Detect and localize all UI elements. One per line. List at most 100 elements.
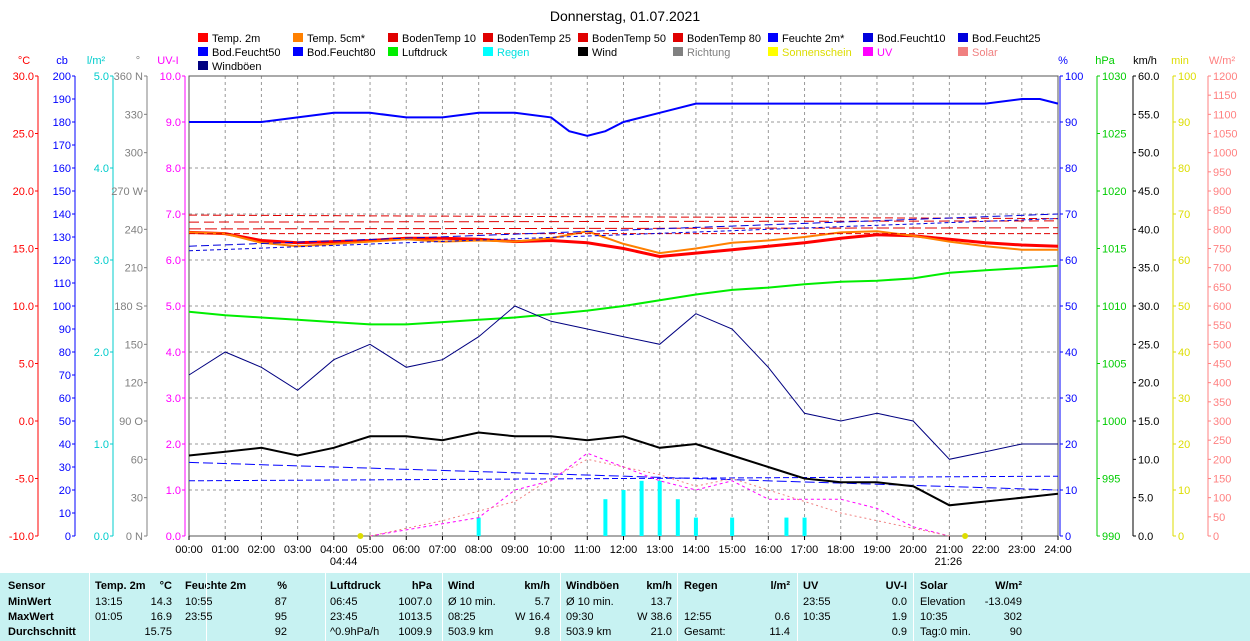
x-tick-label: 19:00: [863, 544, 891, 556]
axis-unit: cb: [56, 55, 68, 67]
axis-tick-label: 750: [1213, 244, 1231, 256]
axis-tick-label: 330: [125, 109, 143, 121]
axis-tick-label: 990: [1102, 531, 1120, 543]
summary-cell: Solar: [920, 580, 948, 592]
series-line: [188, 230, 1058, 255]
x-tick-label: 24:00: [1044, 544, 1072, 556]
summary-cell: 23:55: [185, 611, 213, 623]
summary-cell: MinWert: [8, 596, 52, 608]
legend-label: Windböen: [212, 61, 262, 73]
summary-cell: 0.9: [891, 626, 907, 638]
axis-tick-label: 550: [1213, 320, 1231, 332]
legend-swatch: [673, 47, 683, 56]
legend-label: UV: [877, 47, 893, 59]
legend-label: Bod.Feucht10: [877, 33, 946, 45]
summary-cell: 06:45: [330, 596, 358, 608]
series-line: [188, 461, 1059, 491]
legend-swatch: [483, 33, 493, 42]
rain-bar: [730, 517, 735, 536]
axis-tick-label: 5.0: [19, 359, 34, 371]
summary-cell: 87: [274, 596, 287, 608]
legend-swatch: [293, 33, 303, 42]
series-line: [188, 475, 1059, 482]
axis-tick-label: 140: [53, 209, 71, 221]
axis-tick-label: 180 S: [114, 301, 143, 313]
axis-tick-label: 10.0: [160, 71, 181, 83]
axis-tick-label: 10.0: [1138, 454, 1159, 466]
legend-swatch: [198, 33, 208, 42]
summary-cell: 9.8: [534, 626, 550, 638]
series-line: [369, 452, 950, 537]
summary-table: Sensor Temp. 2m °C Feuchte 2m% Luftdruck hPa W…: [0, 573, 1250, 641]
x-tick-label: 20:00: [899, 544, 927, 556]
axis-tick-label: 1010: [1102, 301, 1126, 313]
axis-tick-label: 70: [1178, 209, 1190, 221]
rain-bar: [621, 490, 626, 536]
axis-tick-label: 6.0: [166, 255, 181, 267]
series-line: [188, 431, 1059, 507]
summary-cell: 1.9: [891, 611, 907, 623]
summary-cell: 01:05: [95, 611, 123, 623]
axis-tick-label: 4.0: [166, 347, 181, 359]
legend-swatch: [388, 33, 398, 42]
legend-swatch: [293, 47, 303, 56]
legend-label: BodenTemp 80: [687, 33, 761, 45]
axis-tick-label: 0.0: [19, 416, 34, 428]
axis-tick-label: 3.0: [166, 393, 181, 405]
summary-divider: [442, 573, 443, 641]
legend-label: BodenTemp 25: [497, 33, 571, 45]
axis-tick-label: 120: [53, 255, 71, 267]
axis-tick-label: 1200: [1213, 71, 1237, 83]
x-tick-label: 06:00: [392, 544, 420, 556]
summary-cell: l/m²: [770, 580, 790, 592]
axis-tick-label: 80: [1178, 163, 1190, 175]
axis-tick-label: 100: [1213, 493, 1231, 505]
series-line: [188, 214, 1059, 220]
summary-cell: 23:55: [803, 596, 831, 608]
summary-cell: Wind: [448, 580, 475, 592]
axis-tick-label: 20: [59, 485, 71, 497]
axis-tick-label: 70: [1065, 209, 1077, 221]
summary-cell: W/m²: [995, 580, 1022, 592]
axis-tick-label: 900: [1213, 186, 1231, 198]
series-line: [189, 98, 1059, 137]
summary-cell: 12:55: [684, 611, 712, 623]
summary-cell: km/h: [524, 580, 550, 592]
axis-tick-label: 40: [59, 439, 71, 451]
summary-cell: 23:45: [330, 611, 358, 623]
axis-tick-label: 0.0: [1138, 531, 1153, 543]
x-tick-label: 23:00: [1008, 544, 1036, 556]
axis-tick-label: 200: [1213, 454, 1231, 466]
axis-tick-label: 80: [1065, 163, 1077, 175]
summary-cell: %: [277, 580, 287, 592]
summary-cell: 302: [1003, 611, 1022, 623]
axis-unit: hPa: [1095, 55, 1115, 67]
series-line: [369, 458, 950, 537]
x-tick-label: 14:00: [682, 544, 710, 556]
axis-unit: W/m²: [1209, 55, 1236, 67]
legend-label: Regen: [497, 47, 529, 59]
legend-label: Wind: [592, 47, 617, 59]
summary-cell: MaxWert: [8, 611, 54, 623]
axis-tick-label: 190: [53, 94, 71, 106]
axis-tick-label: 30: [59, 462, 71, 474]
axis-tick-label: 15.0: [1138, 416, 1159, 428]
axis-tick-label: 50: [59, 416, 71, 428]
axis-tick-label: 200: [53, 71, 71, 83]
series-line: [188, 264, 1059, 326]
axis-tick-label: 5.0: [94, 71, 109, 83]
summary-cell: 16.9: [150, 611, 172, 623]
axis-tick-label: 150: [1213, 474, 1231, 486]
summary-cell: Ø 10 min.: [448, 596, 496, 608]
axis-tick-label: 50: [1178, 301, 1190, 313]
summary-cell: 13.7: [650, 596, 672, 608]
axis-tick-label: 35.0: [1138, 263, 1159, 275]
axis-tick-label: 180: [53, 117, 71, 129]
x-tick-label: 04:00: [320, 544, 348, 556]
summary-cell: 1013.5: [398, 611, 432, 623]
axis-tick-label: 160: [53, 163, 71, 175]
axis-tick-label: 250: [1213, 435, 1231, 447]
summary-cell: 1009.9: [398, 626, 432, 638]
axis-tick-label: 500: [1213, 339, 1231, 351]
summary-cell: UV: [803, 580, 819, 592]
